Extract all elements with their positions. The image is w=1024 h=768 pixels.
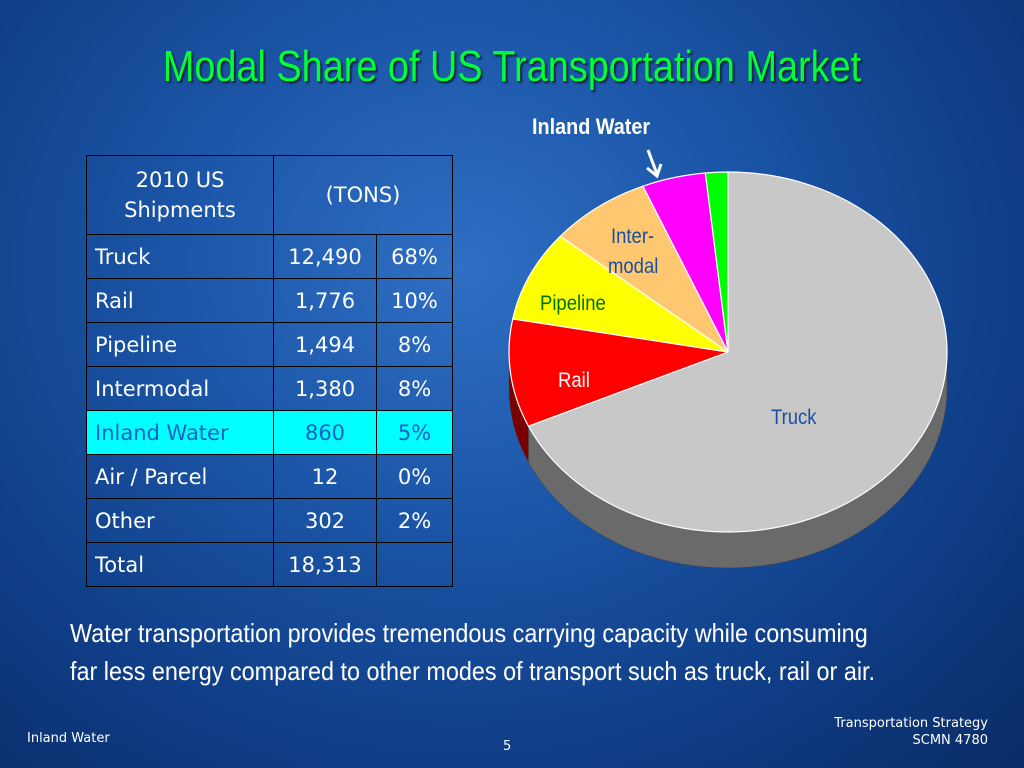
cell-mode: Inland Water [86,410,274,455]
cell-pct: 8% [376,366,453,411]
pie-label-intermodal-1: Inter- [611,225,655,248]
footer-left: Inland Water [27,731,110,746]
table-row: Intermodal 1,380 8% [86,366,453,411]
pie-label-pipeline: Pipeline [540,292,606,315]
pie-side-truck [528,351,948,569]
table-row: Other 302 2% [86,498,453,543]
pie-label-truck: Truck [771,406,817,429]
cell-pct: 8% [376,322,453,367]
footer-right: Transportation Strategy SCMN 4780 [834,715,988,749]
pie-slice-rail [508,318,731,427]
pie-side-rail [508,351,529,463]
table-row: Total 18,313 [86,542,453,587]
cell-mode: Truck [86,234,274,279]
pie-slice-other [704,171,729,353]
caption-text: Water transportation provides tremendous… [70,614,880,690]
pie-slices [508,171,948,533]
cell-pct [376,542,453,587]
table-header-row: 2010 US Shipments (TONS) [86,155,453,235]
table-row: Rail 1,776 10% [86,278,453,323]
cell-mode: Air / Parcel [86,454,274,499]
caption-line-2: far less energy compared to other modes … [70,656,876,686]
cell-pct: 0% [376,454,453,499]
cell-tons: 18,313 [273,542,377,587]
cell-mode: Intermodal [86,366,274,411]
cell-pct: 2% [376,498,453,543]
table-row: Air / Parcel 12 0% [86,454,453,499]
cell-mode: Other [86,498,274,543]
table-row: Truck 12,490 68% [86,234,453,279]
footer-course: Transportation Strategy [834,716,988,731]
pie-label-intermodal-2: modal [608,255,659,278]
cell-tons: 12 [273,454,377,499]
pie-label-rail: Rail [558,369,590,392]
cell-mode: Pipeline [86,322,274,367]
cell-tons: 12,490 [273,234,377,279]
cell-pct: 5% [376,410,453,455]
inland-water-callout: Inland Water [532,114,651,139]
table-row: Pipeline 1,494 8% [86,322,453,367]
down-arrow-icon [646,149,663,179]
cell-tons: 1,776 [273,278,377,323]
footer-code: SCMN 4780 [912,733,989,748]
cell-pct: 68% [376,234,453,279]
pie-slice-truck [527,171,948,533]
caption-line-1: Water transportation provides tremendous… [70,618,868,648]
table-row-highlighted: Inland Water 860 5% [86,410,453,455]
shipments-table: 2010 US Shipments (TONS) Truck 12,490 68… [86,155,453,587]
cell-tons: 302 [273,498,377,543]
page-number: 5 [503,739,512,754]
slide-title: Modal Share of US Transportation Market [162,42,862,91]
cell-pct: 10% [376,278,453,323]
cell-mode: Total [86,542,274,587]
header-shipments: 2010 US Shipments [86,155,274,235]
cell-tons: 1,380 [273,366,377,411]
cell-tons: 860 [273,410,377,455]
header-tons: (TONS) [273,155,453,235]
cell-mode: Rail [86,278,274,323]
cell-tons: 1,494 [273,322,377,367]
